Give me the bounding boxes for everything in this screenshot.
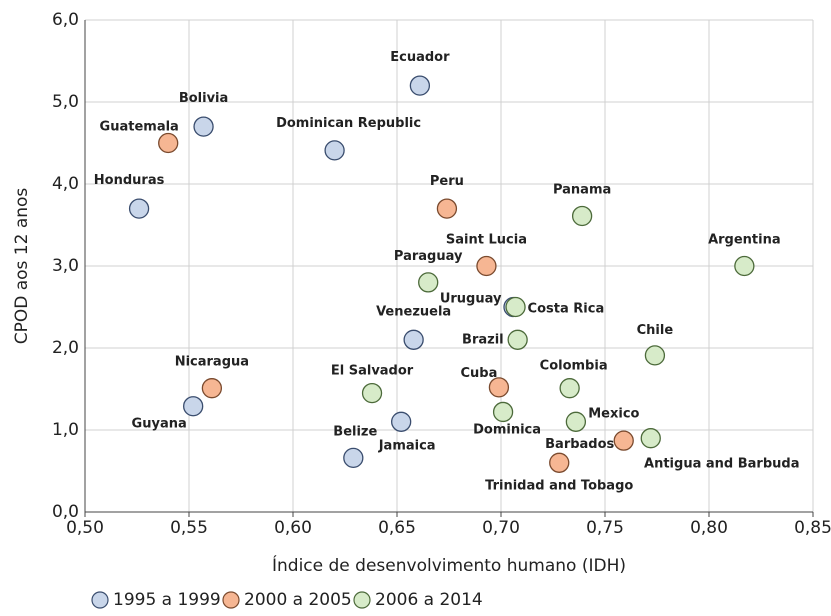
x-tick-label: 0,65 <box>378 518 416 538</box>
point <box>324 140 345 161</box>
x-tick-label: 0,50 <box>66 518 104 538</box>
point-label: Uruguay <box>440 292 502 307</box>
y-tick-label: 1,0 <box>52 420 79 440</box>
point-label: Colombia <box>540 359 608 374</box>
point <box>492 401 514 423</box>
point <box>505 296 526 318</box>
y-tick-label: 5,0 <box>52 92 79 112</box>
legend-label: 2006 a 2014 <box>375 590 483 610</box>
point <box>559 378 580 399</box>
point <box>549 452 570 473</box>
point <box>391 411 412 432</box>
legend-marker <box>91 591 109 609</box>
point-label: Venezuela <box>376 304 451 319</box>
point <box>644 345 666 366</box>
point <box>418 272 439 293</box>
y-tick-label: 4,0 <box>52 174 79 194</box>
x-tick-label: 0,85 <box>794 518 831 538</box>
point-label: Brazil <box>462 332 504 347</box>
legend-marker <box>222 591 240 609</box>
point <box>436 198 458 219</box>
point <box>613 430 634 451</box>
x-tick-label: 0,80 <box>690 518 728 538</box>
x-tick-label: 0,70 <box>482 518 520 538</box>
y-tick-label: 2,0 <box>52 338 79 358</box>
x-tick-label: 0,75 <box>586 518 624 538</box>
point-label: Barbados <box>545 437 614 452</box>
point <box>343 447 364 469</box>
point-label: Costa Rica <box>528 302 605 317</box>
x-tick-label: 0,60 <box>274 518 312 538</box>
point <box>403 329 424 350</box>
point <box>507 329 528 350</box>
point <box>734 255 755 277</box>
point-label: Guyana <box>132 417 187 432</box>
point <box>158 132 179 154</box>
point <box>476 255 497 277</box>
point <box>571 205 593 227</box>
point-label: Jamaica <box>378 438 436 453</box>
point <box>128 198 150 219</box>
point-label: Honduras <box>94 173 165 188</box>
point-label: Panama <box>553 182 611 197</box>
point <box>193 116 214 137</box>
point-label: Argentina <box>708 233 781 248</box>
point-label: Bolivia <box>179 91 228 106</box>
legend-label: 2000 a 2005 <box>244 590 352 610</box>
point-label: Peru <box>430 174 464 189</box>
x-axis-label: Índice de desenvolvimento humano (IDH) <box>272 554 626 576</box>
point-label: Dominica <box>473 422 541 437</box>
point <box>409 75 431 96</box>
point-label: Paraguay <box>394 249 463 264</box>
point <box>361 382 383 404</box>
point <box>488 377 510 398</box>
y-tick-label: 6,0 <box>52 10 79 30</box>
y-axis-label: CPOD aos 12 anos <box>12 188 32 345</box>
point-label: Antigua and Barbuda <box>644 457 799 472</box>
legend-marker <box>353 591 371 609</box>
point-label: Chile <box>637 323 674 338</box>
point <box>183 396 204 417</box>
point <box>201 378 223 399</box>
point-label: Nicaragua <box>175 355 249 370</box>
point <box>565 411 587 432</box>
point-label: Saint Lucia <box>446 233 527 248</box>
point-label: Trinidad and Tobago <box>485 478 633 493</box>
point-label: Guatemala <box>100 120 179 135</box>
x-tick-label: 0,55 <box>170 518 208 538</box>
point-label: Ecuador <box>390 50 450 65</box>
point-label: Dominican Republic <box>276 116 421 131</box>
point-label: Belize <box>333 424 377 439</box>
legend-label: 1995 a 1999 <box>113 590 221 610</box>
point <box>640 428 661 449</box>
y-tick-label: 3,0 <box>52 256 79 276</box>
point-label: El Salvador <box>331 364 414 379</box>
y-tick-label: 0,0 <box>52 502 79 522</box>
point-label: Mexico <box>588 406 639 421</box>
point-label: Cuba <box>460 366 497 381</box>
